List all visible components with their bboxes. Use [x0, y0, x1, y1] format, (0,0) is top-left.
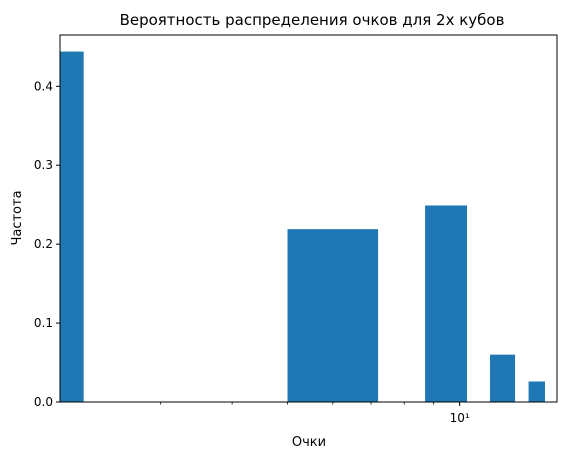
chart-title: Вероятность распределения очков для 2х к… — [120, 11, 505, 29]
y-axis: 0.0 0.1 0.2 0.3 0.4 — [34, 79, 60, 409]
y-tick-label: 0.1 — [34, 316, 53, 330]
bar-4 — [489, 354, 516, 402]
bar-1 — [60, 51, 84, 403]
y-tick-label: 0.4 — [34, 79, 53, 93]
bar-3 — [425, 205, 467, 402]
bars-group — [60, 51, 545, 403]
x-axis: 10¹ — [160, 402, 470, 425]
bar-2 — [287, 229, 379, 402]
plot-frame — [59, 34, 558, 403]
y-tick-label: 0.0 — [34, 395, 53, 409]
x-axis-label: Очки — [292, 435, 326, 450]
y-tick-label: 0.2 — [34, 237, 53, 251]
y-axis-label: Частота — [10, 190, 25, 245]
x-tick-label: 10¹ — [450, 411, 470, 425]
y-tick-label: 0.3 — [34, 158, 53, 172]
bar-5 — [528, 381, 545, 402]
